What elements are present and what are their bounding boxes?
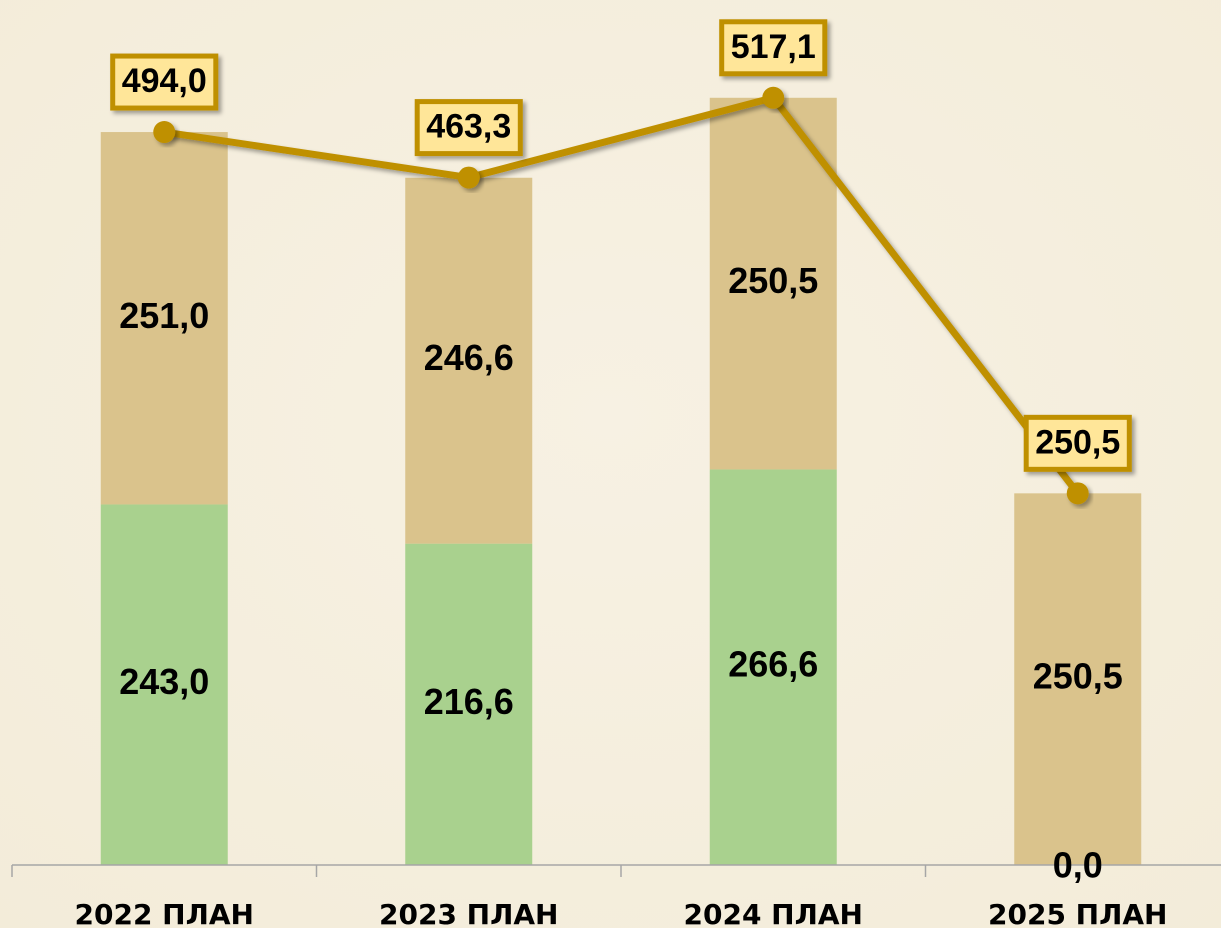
value-label: 243,0 bbox=[119, 661, 209, 702]
total-line bbox=[163, 94, 1081, 496]
value-label: 266,6 bbox=[728, 644, 818, 685]
bar-segment bbox=[709, 97, 837, 470]
bar-segment bbox=[100, 504, 228, 865]
x-tick-label: 2022 ПЛАН bbox=[75, 898, 254, 928]
total-marker bbox=[762, 86, 785, 109]
bar-segment bbox=[100, 132, 228, 505]
total-label-box bbox=[719, 19, 828, 77]
bar-segment bbox=[405, 543, 533, 865]
total-label: 517,1 bbox=[731, 28, 816, 66]
x-tick-label: 2023 ПЛАН bbox=[379, 898, 558, 928]
value-label: 246,6 bbox=[424, 337, 514, 378]
x-tick-label: 2024 ПЛАН bbox=[684, 898, 863, 928]
value-label: 0,0 bbox=[1053, 845, 1103, 886]
x-tick-label: 2025 ПЛАН bbox=[988, 898, 1167, 928]
total-label: 250,5 bbox=[1035, 423, 1120, 461]
value-label: 250,5 bbox=[1033, 656, 1123, 697]
value-label: 251,0 bbox=[119, 295, 209, 336]
total-label: 494,0 bbox=[122, 62, 207, 100]
total-marker bbox=[1066, 482, 1089, 505]
total-label: 463,3 bbox=[426, 108, 511, 146]
total-marker bbox=[457, 166, 480, 189]
total-label-box bbox=[414, 99, 523, 157]
total-marker bbox=[153, 121, 176, 144]
bar-segment bbox=[1014, 493, 1142, 865]
total-label-box bbox=[110, 53, 219, 111]
value-label: 250,5 bbox=[728, 260, 818, 301]
bar-segment bbox=[709, 469, 837, 865]
bar-segment bbox=[405, 177, 533, 544]
total-label-box bbox=[1023, 414, 1132, 472]
value-label: 216,6 bbox=[424, 681, 514, 722]
